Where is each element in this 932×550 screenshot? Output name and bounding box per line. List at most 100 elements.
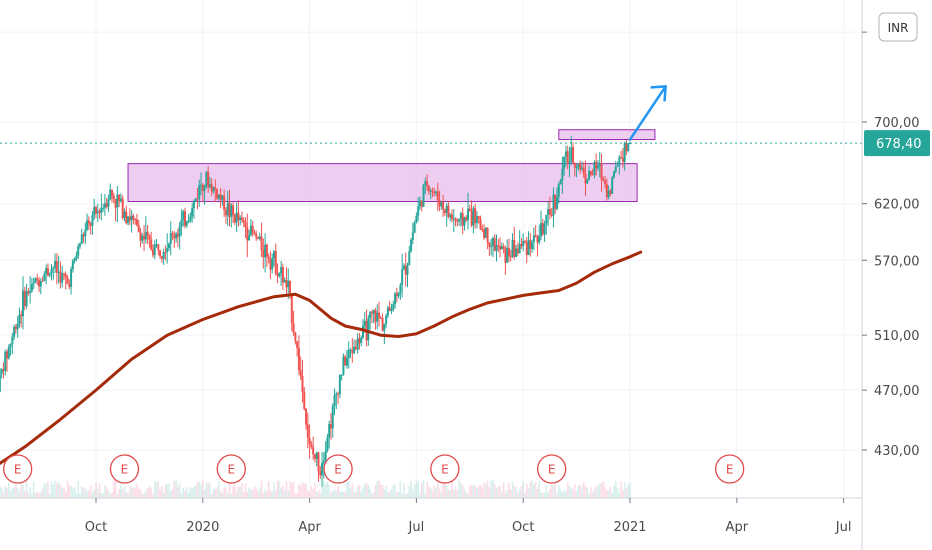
volume-bar bbox=[20, 481, 23, 498]
volume-bar bbox=[399, 480, 402, 498]
volume-bar bbox=[168, 483, 170, 498]
earnings-marker[interactable]: E bbox=[3, 454, 33, 484]
candle-body bbox=[297, 348, 300, 371]
volume-bar bbox=[586, 487, 589, 498]
candle-body bbox=[118, 194, 121, 202]
volume-bar bbox=[241, 482, 243, 498]
projection-arrow bbox=[628, 85, 667, 141]
volume-bar bbox=[242, 491, 245, 498]
volume-bar bbox=[415, 482, 418, 498]
candle-body bbox=[312, 447, 315, 455]
volume-bar bbox=[178, 483, 181, 498]
candle-body bbox=[434, 191, 437, 194]
candle-body bbox=[443, 209, 446, 213]
candle-body bbox=[287, 280, 290, 288]
volume-bar bbox=[492, 480, 494, 498]
candle-body bbox=[20, 314, 23, 317]
candle-body bbox=[595, 161, 598, 169]
candle-body bbox=[201, 184, 204, 191]
volume-bar bbox=[323, 480, 325, 498]
candle-body bbox=[128, 216, 131, 221]
candle-body bbox=[109, 189, 112, 200]
volume-bar bbox=[203, 490, 206, 498]
volume-bar bbox=[504, 493, 507, 498]
volume-bar bbox=[0, 487, 1, 498]
candle-body bbox=[572, 147, 575, 163]
earnings-label: E bbox=[548, 463, 556, 477]
earnings-marker[interactable]: E bbox=[537, 454, 567, 484]
candle-body bbox=[598, 163, 601, 166]
earnings-marker[interactable]: E bbox=[430, 454, 460, 484]
volume-bar bbox=[406, 493, 409, 498]
candle-body bbox=[264, 244, 267, 258]
candle-body bbox=[184, 211, 186, 226]
volume-bar bbox=[214, 489, 217, 498]
volume-bar bbox=[22, 485, 24, 498]
volume-bar bbox=[296, 493, 298, 498]
candle-body bbox=[80, 234, 83, 244]
candle-body bbox=[86, 220, 89, 230]
candle-body bbox=[550, 214, 553, 216]
candle-body bbox=[552, 194, 555, 216]
volume-bar bbox=[394, 483, 396, 498]
volume-bar bbox=[509, 489, 512, 498]
volume-bar bbox=[522, 481, 524, 498]
volume-bar bbox=[499, 486, 501, 498]
axis-badges: 678,40 INR bbox=[864, 12, 930, 157]
candle-body bbox=[620, 157, 623, 159]
volume-bar bbox=[607, 490, 610, 498]
candle-body bbox=[173, 234, 176, 239]
volume-bar bbox=[11, 488, 14, 498]
candle-body bbox=[541, 223, 544, 235]
volume-bar bbox=[271, 491, 274, 498]
volume-bar bbox=[424, 493, 427, 498]
earnings-marker[interactable]: E bbox=[109, 454, 140, 484]
volume-bar bbox=[531, 480, 533, 498]
candle-body bbox=[547, 208, 550, 215]
candle-body bbox=[438, 200, 441, 207]
candle-body bbox=[395, 293, 398, 297]
volume-bar bbox=[401, 493, 403, 498]
volume-bar bbox=[493, 484, 496, 498]
volume-bar bbox=[66, 480, 69, 498]
earnings-marker[interactable]: E bbox=[323, 454, 353, 484]
volume-bar bbox=[440, 491, 443, 498]
volume-bar bbox=[372, 492, 375, 498]
volume-bar bbox=[114, 480, 117, 498]
candle-body bbox=[116, 194, 119, 208]
candle-body bbox=[372, 309, 375, 314]
volume-bar bbox=[444, 481, 446, 498]
volume-bar bbox=[91, 492, 94, 498]
volume-bar bbox=[162, 492, 165, 498]
volume-bar bbox=[552, 485, 555, 498]
volume-bar bbox=[228, 480, 231, 498]
volume-bar bbox=[289, 481, 291, 498]
volume-bar bbox=[412, 489, 414, 498]
candle-body bbox=[534, 235, 537, 237]
volume-bar bbox=[121, 489, 124, 498]
earnings-marker[interactable]: E bbox=[715, 454, 745, 484]
time-axis[interactable]: Oct 2020 Apr Jul Oct 2021 Apr Jul bbox=[0, 497, 862, 535]
volume-bar bbox=[152, 493, 154, 498]
price-axis[interactable]: 430,00 470,00 510,00 570,00 620,00 700,00 bbox=[861, 0, 920, 550]
candle-body bbox=[415, 216, 418, 224]
volume-bar bbox=[237, 486, 240, 498]
volume-bar bbox=[511, 481, 514, 498]
candle-body bbox=[344, 356, 347, 366]
candle-body bbox=[527, 240, 530, 255]
volume-bar bbox=[584, 485, 587, 498]
candle-body bbox=[413, 223, 416, 233]
candle-body bbox=[59, 271, 62, 283]
candle-body bbox=[609, 190, 612, 194]
volume-bar bbox=[460, 483, 462, 498]
earnings-label: E bbox=[334, 463, 342, 477]
candle-body bbox=[61, 273, 64, 283]
candle-body bbox=[248, 235, 251, 241]
candle-body bbox=[447, 205, 450, 218]
earnings-marker[interactable]: E bbox=[216, 454, 246, 484]
candle-body bbox=[228, 202, 231, 218]
volume-bar bbox=[57, 482, 60, 498]
candle-body bbox=[379, 317, 382, 319]
